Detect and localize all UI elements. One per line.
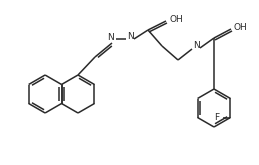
Text: OH: OH — [234, 22, 248, 32]
Text: OH: OH — [169, 15, 183, 23]
Text: N: N — [108, 33, 114, 42]
Text: N: N — [193, 41, 199, 50]
Text: N: N — [127, 32, 133, 41]
Text: F: F — [214, 113, 219, 122]
